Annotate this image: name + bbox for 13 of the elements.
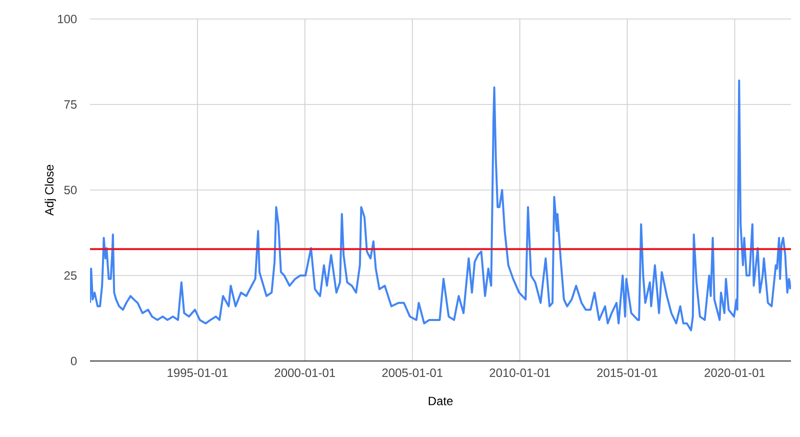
- x-axis-title: Date: [428, 396, 453, 406]
- x-tick-label: 2000-01-01: [274, 368, 335, 378]
- y-axis-title: Adj Close: [44, 164, 56, 216]
- y-tick-label: 0: [70, 356, 77, 366]
- y-tick-label: 25: [64, 271, 77, 280]
- y-tick-label: 75: [64, 100, 77, 109]
- x-tick-label: 2010-01-01: [490, 368, 550, 378]
- x-tick-label: 2020-01-01: [704, 368, 765, 378]
- y-tick-label: 100: [58, 14, 77, 24]
- x-tick-label: 1995-01-01: [168, 368, 228, 378]
- x-tick-label: 2015-01-01: [597, 368, 658, 378]
- x-tick-label: 2005-01-01: [382, 368, 442, 378]
- y-tick-label: 50: [64, 186, 77, 194]
